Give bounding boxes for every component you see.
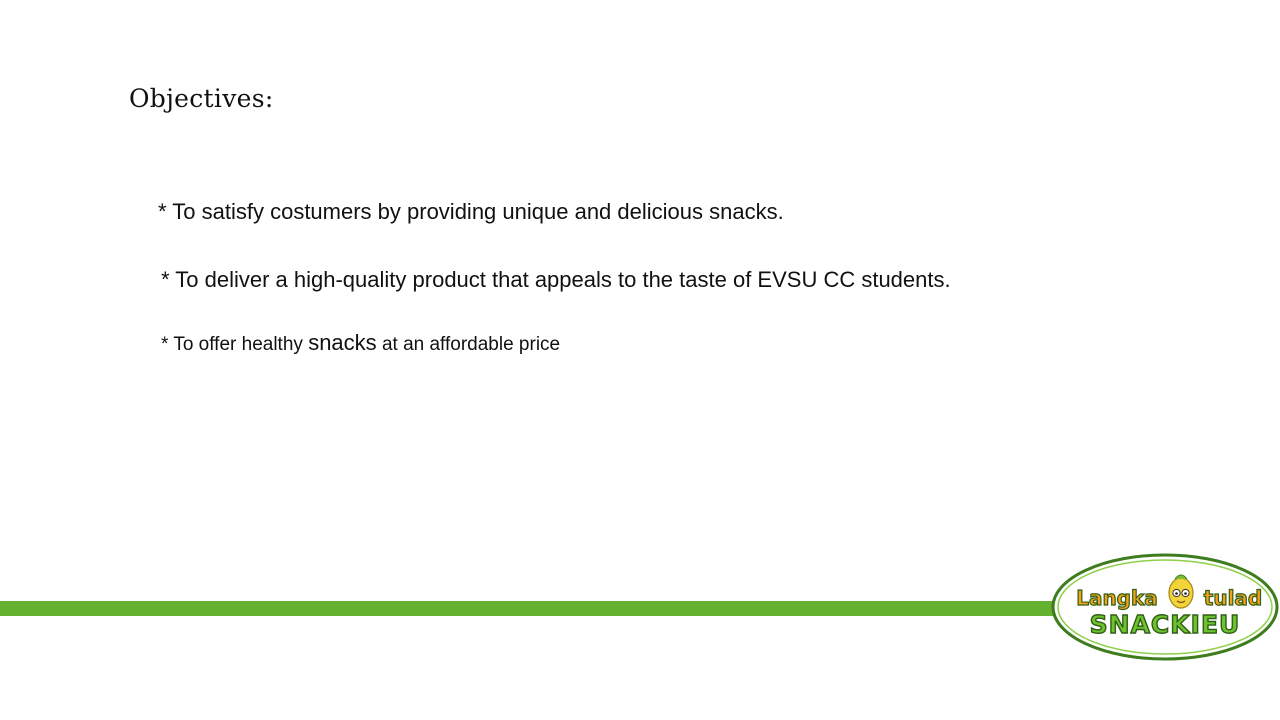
objective-3-suffix: at an affordable price [376, 334, 561, 355]
logo-text-langka: Langka [1076, 586, 1158, 610]
objective-item-2: * To deliver a high-quality product that… [161, 267, 951, 292]
brand-logo: Langka tulad SNACKIEU [1051, 553, 1279, 661]
objective-item-3: * To offer healthy snacks at an affordab… [161, 330, 560, 356]
objective-item-1: * To satisfy costumers by providing uniq… [158, 199, 784, 224]
green-accent-bar [0, 601, 1100, 616]
logo-text-tulad: tulad [1204, 586, 1262, 610]
objective-3-emphasis: snacks [308, 330, 377, 355]
jackfruit-mascot-icon [1168, 574, 1194, 609]
slide-title: Objectives: [129, 84, 274, 113]
logo-text-snackieu: SNACKIEU [1090, 610, 1241, 639]
objective-3-prefix: * To offer healthy [161, 334, 309, 355]
